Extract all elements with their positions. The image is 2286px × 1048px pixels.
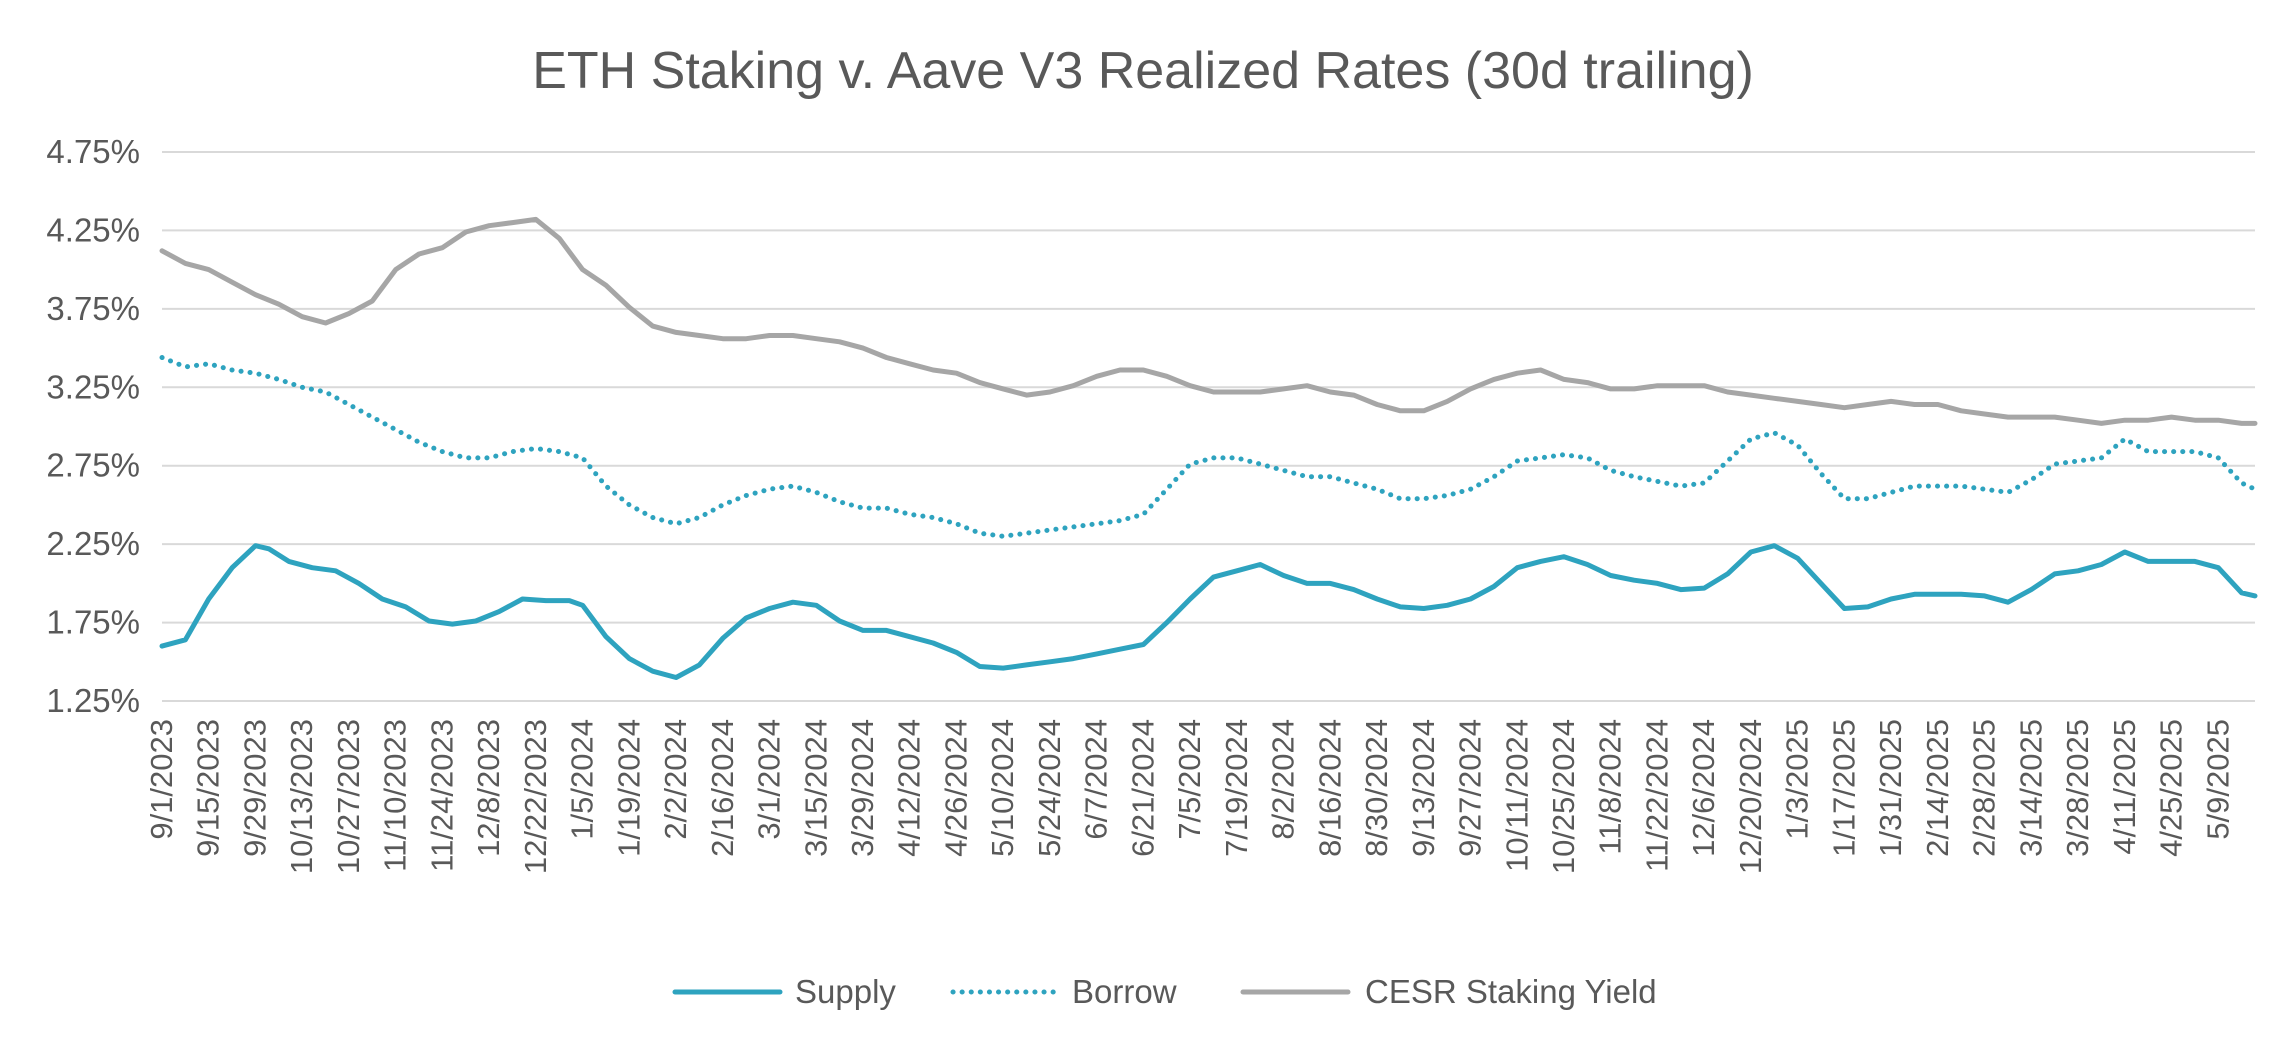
legend-label: Supply — [795, 973, 896, 1010]
x-tick-label: 8/16/2024 — [1312, 719, 1347, 857]
y-tick-label: 3.25% — [46, 368, 140, 405]
x-tick-label: 3/1/2024 — [752, 719, 787, 840]
x-tick-label: 2/16/2024 — [705, 719, 740, 857]
x-tick-label: 10/13/2023 — [284, 719, 319, 874]
x-tick-label: 9/1/2023 — [144, 719, 179, 840]
x-tick-label: 12/20/2024 — [1733, 719, 1768, 874]
y-tick-label: 3.75% — [46, 290, 140, 327]
x-tick-label: 12/8/2023 — [471, 719, 506, 857]
x-tick-label: 11/10/2023 — [378, 719, 413, 872]
x-tick-label: 7/19/2024 — [1219, 719, 1254, 857]
x-tick-label: 2/2/2024 — [658, 719, 693, 840]
x-tick-label: 3/14/2025 — [2013, 719, 2048, 857]
series-lines — [159, 216, 2258, 680]
legend: Supply Borrow CESR Staking Yield — [672, 973, 1657, 1010]
x-tick-label: 1/17/2025 — [1826, 719, 1861, 857]
y-tick-label: 1.75% — [46, 604, 140, 641]
x-tick-label: 1/5/2024 — [565, 719, 600, 840]
x-tick-label: 10/25/2024 — [1546, 719, 1581, 874]
x-axis-ticks: 9/1/2023 9/15/2023 9/29/2023 10/13/2023 10/2… — [144, 719, 2235, 874]
y-tick-label: 2.75% — [46, 447, 140, 484]
x-tick-label: 1/3/2025 — [1780, 719, 1815, 840]
x-tick-label: 7/5/2024 — [1172, 719, 1207, 840]
x-tick-label: 5/10/2024 — [985, 719, 1020, 857]
x-tick-label: 11/8/2024 — [1593, 719, 1628, 855]
x-tick-label: 1/19/2024 — [611, 719, 646, 857]
y-tick-label: 4.75% — [46, 133, 140, 170]
x-tick-label: 3/28/2025 — [2060, 719, 2095, 857]
legend-label: Borrow — [1072, 973, 1177, 1010]
x-tick-label: 3/15/2024 — [798, 719, 833, 857]
x-tick-label: 1/31/2025 — [1873, 719, 1908, 857]
y-tick-label: 4.25% — [46, 211, 140, 248]
x-tick-label: 9/13/2024 — [1406, 719, 1441, 857]
x-tick-label: 4/26/2024 — [938, 719, 973, 857]
x-tick-label: 6/21/2024 — [1125, 719, 1160, 857]
y-tick-label: 2.25% — [46, 525, 140, 562]
gridlines — [162, 151, 2255, 702]
x-tick-label: 12/22/2023 — [518, 719, 553, 874]
x-tick-label: 10/27/2023 — [331, 719, 366, 874]
x-tick-label: 11/22/2024 — [1639, 719, 1674, 872]
x-tick-label: 9/29/2023 — [237, 719, 272, 857]
x-tick-label: 9/27/2024 — [1453, 719, 1488, 857]
x-tick-label: 10/11/2024 — [1499, 719, 1534, 872]
x-tick-label: 6/7/2024 — [1079, 719, 1114, 840]
x-tick-label: 9/15/2023 — [191, 719, 226, 857]
x-tick-label: 11/24/2023 — [424, 719, 459, 872]
chart-title: ETH Staking v. Aave V3 Realized Rates (3… — [532, 42, 1754, 100]
series-line-supply — [159, 543, 2258, 680]
y-axis-ticks: 1.25% 1.75% 2.25% 2.75% 3.25% 3.75% 4.25% 4.75% — [46, 133, 140, 719]
x-tick-label: 5/24/2024 — [1032, 719, 1067, 857]
x-tick-label: 4/25/2025 — [2154, 719, 2189, 857]
legend-label: CESR Staking Yield — [1365, 973, 1657, 1010]
x-tick-label: 3/29/2024 — [845, 719, 880, 857]
x-tick-label: 12/6/2024 — [1686, 719, 1721, 857]
y-tick-label: 1.25% — [46, 682, 140, 719]
x-tick-label: 2/14/2025 — [1920, 719, 1955, 857]
x-tick-label: 2/28/2025 — [1967, 719, 2002, 857]
series-line-borrow — [159, 355, 2258, 539]
series-line-cesr-staking-yield — [159, 216, 2258, 426]
x-tick-label: 8/30/2024 — [1359, 719, 1394, 857]
x-tick-label: 8/2/2024 — [1266, 719, 1301, 840]
x-tick-label: 4/11/2025 — [2107, 719, 2142, 855]
x-tick-label: 4/12/2024 — [892, 719, 927, 857]
x-tick-label: 5/9/2025 — [2200, 719, 2235, 840]
